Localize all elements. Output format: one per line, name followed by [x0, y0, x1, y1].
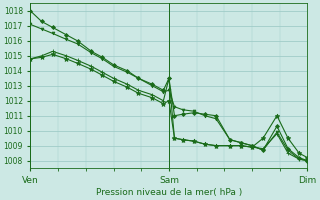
X-axis label: Pression niveau de la mer( hPa ): Pression niveau de la mer( hPa ) — [96, 188, 242, 197]
